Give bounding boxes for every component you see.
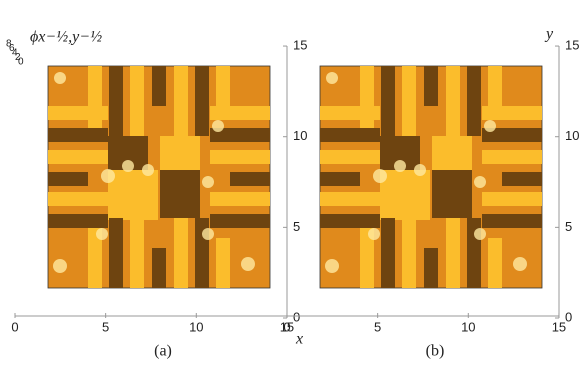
y-tick-label: 15 xyxy=(565,37,579,52)
panel-a xyxy=(47,65,271,289)
y-tick-label: 5 xyxy=(293,219,300,234)
x-tick-label: 0 xyxy=(283,319,290,334)
y-tick-label: 0 xyxy=(565,309,572,324)
x-tick-label: 15 xyxy=(280,319,294,334)
caption: (a) xyxy=(154,343,172,360)
x-tick-label: 10 xyxy=(461,319,475,334)
y-tick-label: 5 xyxy=(565,219,572,234)
x-tick-label: 15 xyxy=(552,319,566,334)
z-tick-label: 0 xyxy=(18,57,24,68)
z-tick-label: 4 xyxy=(12,48,18,59)
x-tick-label: 5 xyxy=(374,319,381,334)
y-tick-label: 10 xyxy=(293,128,307,143)
panel-b xyxy=(319,65,543,289)
y-tick-label: 15 xyxy=(293,37,307,52)
caption: (b) xyxy=(426,343,445,360)
x-tick-label: 5 xyxy=(102,319,109,334)
y-label: y xyxy=(544,26,554,43)
z-tick-label: 6 xyxy=(9,43,15,54)
x-tick-label: 10 xyxy=(189,319,203,334)
x-tick-label: 0 xyxy=(11,319,18,334)
z-tick-label: 8 xyxy=(6,39,12,50)
y-tick-label: 0 xyxy=(293,309,300,324)
y-tick-label: 10 xyxy=(565,128,579,143)
x-label: x xyxy=(295,331,303,348)
z-label: ϕx−½,y−½ xyxy=(30,29,102,46)
z-tick-label: 2 xyxy=(15,52,21,63)
